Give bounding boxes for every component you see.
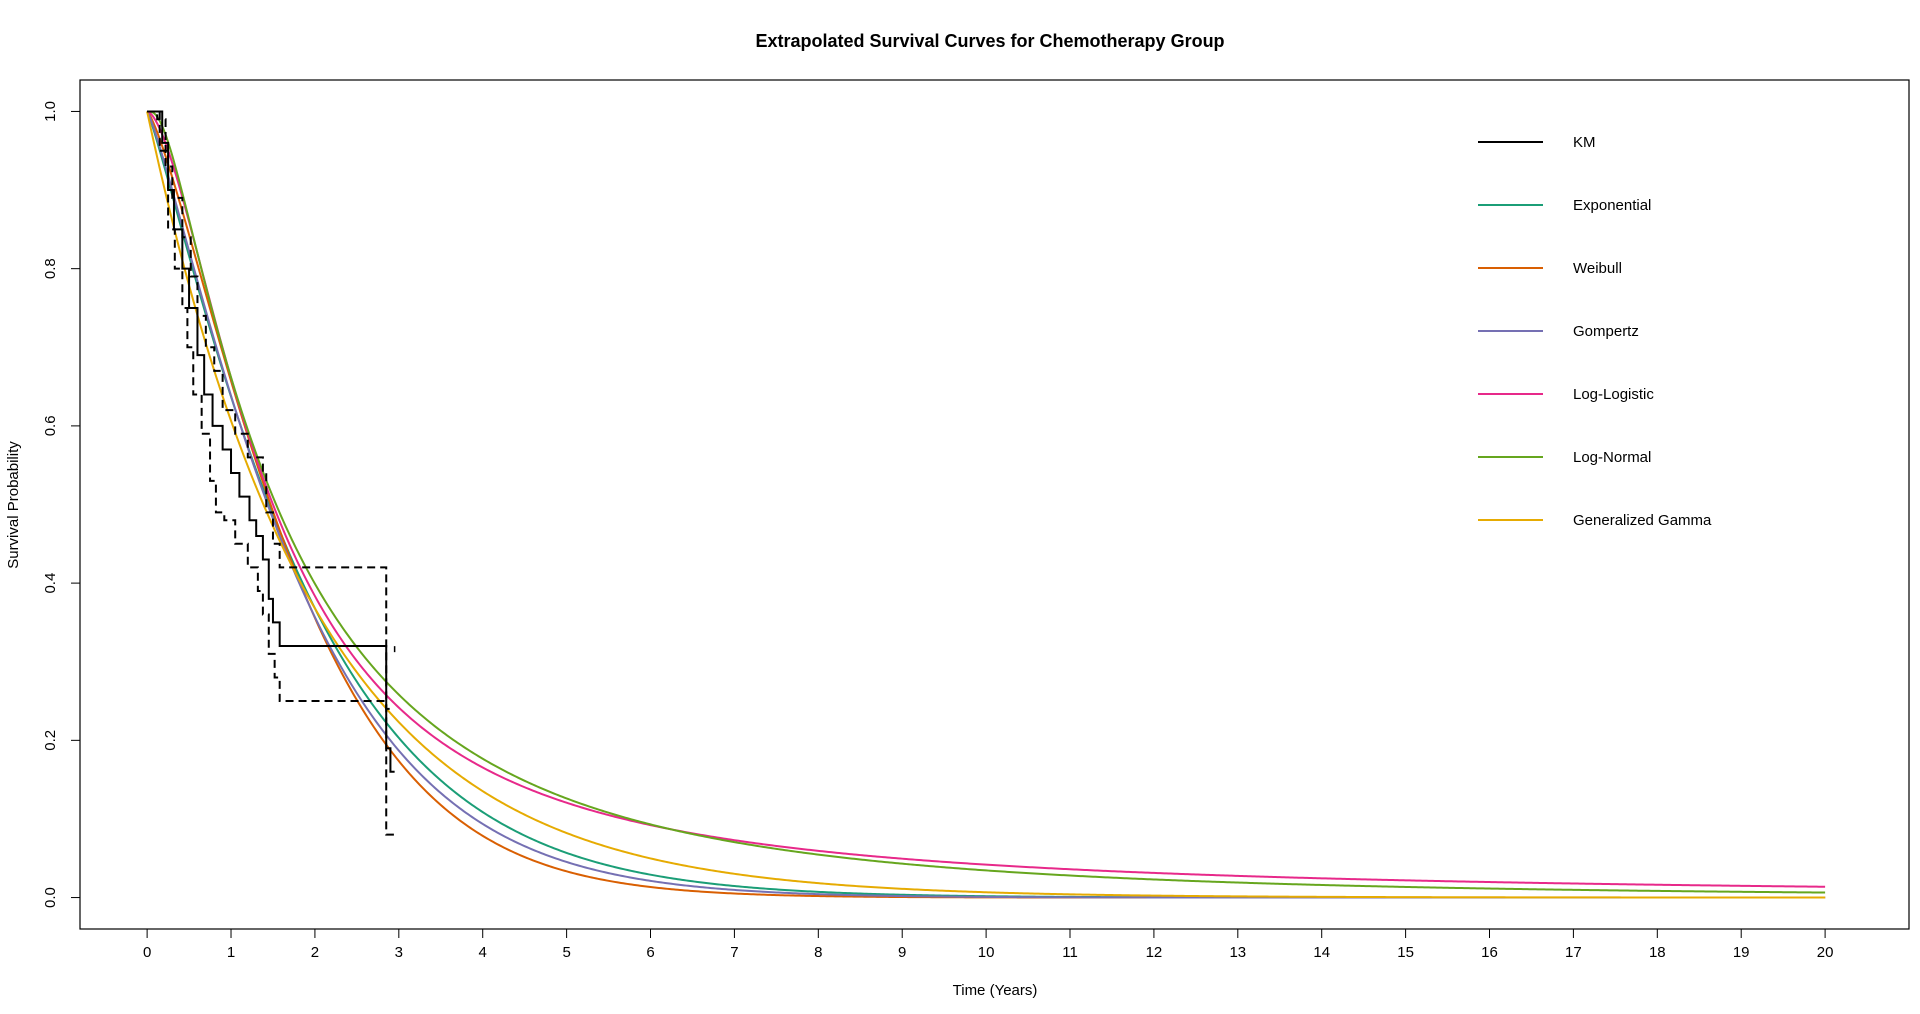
series-line-gompertz <box>146 110 1826 899</box>
series-line-log-logistic <box>146 110 1826 888</box>
y-axis-label: Survival Probability <box>5 441 22 569</box>
x-tick-label: 12 <box>1146 944 1163 961</box>
x-tick-label: 20 <box>1817 944 1834 961</box>
axes: 0 1 2 3 4 5 6 7 8 9 10 11 12 13 14 15 16 17 18 19 200.00.20.… <box>42 101 1833 961</box>
x-tick-label: 10 <box>978 944 995 961</box>
legend-label: Gompertz <box>1573 323 1639 340</box>
km-upper-ci <box>147 110 395 836</box>
x-tick-label: 2 <box>311 944 319 961</box>
series-line-weibull <box>146 110 1826 899</box>
x-tick-label: 19 <box>1733 944 1750 961</box>
x-tick-label: 11 <box>1062 944 1078 961</box>
x-tick-label: 7 <box>730 944 738 961</box>
legend-label: Exponential <box>1573 197 1651 214</box>
legend-label: Log-Normal <box>1573 449 1651 466</box>
x-tick-label: 16 <box>1481 944 1498 961</box>
series-line-exponential <box>146 111 1826 899</box>
x-tick-label: 14 <box>1313 944 1330 961</box>
x-tick-label: 0 <box>143 944 151 961</box>
legend-label: KM <box>1573 134 1596 151</box>
x-tick-label: 8 <box>814 944 822 961</box>
x-tick-label: 9 <box>898 944 906 961</box>
y-tick-label: 1.0 <box>42 101 59 122</box>
x-tick-label: 18 <box>1649 944 1666 961</box>
x-tick-label: 17 <box>1565 944 1582 961</box>
y-tick-label: 0.4 <box>42 573 59 594</box>
y-tick-label: 0.8 <box>42 258 59 279</box>
legend-label: Log-Logistic <box>1573 386 1654 403</box>
x-tick-label: 6 <box>646 944 654 961</box>
km-lower-ci <box>147 110 391 710</box>
legend: KM Exponential Weibull Gompertz Log-Logistic… <box>1478 134 1712 529</box>
series-line-log-normal <box>147 110 1826 894</box>
x-tick-label: 3 <box>395 944 403 961</box>
x-tick-label: 13 <box>1229 944 1246 961</box>
x-axis-label: Time (Years) <box>953 982 1038 999</box>
y-tick-label: 0.6 <box>42 415 59 436</box>
x-tick-label: 5 <box>562 944 570 961</box>
x-tick-label: 1 <box>227 944 235 961</box>
y-tick-label: 0.2 <box>42 730 59 751</box>
legend-label: Generalized Gamma <box>1573 512 1712 529</box>
km-curve <box>147 110 395 773</box>
x-tick-label: 15 <box>1397 944 1414 961</box>
chart-marks <box>146 110 1826 899</box>
y-tick-label: 0.0 <box>42 887 59 908</box>
chart-title: Extrapolated Survival Curves for Chemoth… <box>755 31 1224 51</box>
series-line-generalized-gamma <box>146 111 1826 899</box>
legend-label: Weibull <box>1573 260 1622 277</box>
x-tick-label: 4 <box>479 944 487 961</box>
